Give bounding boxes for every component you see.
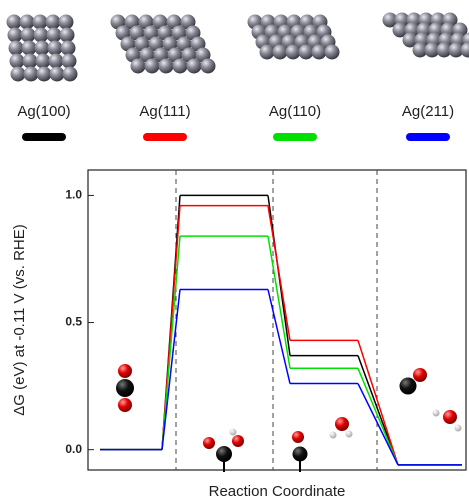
legend-swatch [143, 133, 187, 141]
atom [21, 40, 37, 56]
atom [47, 40, 63, 56]
atom [259, 44, 275, 60]
carbon [216, 446, 232, 462]
carbon [399, 377, 417, 395]
y-tick-label: 0.0 [65, 442, 82, 456]
oxygen [292, 431, 304, 443]
atom [158, 58, 174, 74]
y-axis-title: ΔG (eV) at -0.11 V (vs. RHE) [11, 224, 28, 415]
oxygen [413, 368, 427, 382]
surface-models [6, 12, 469, 82]
atom [34, 40, 50, 56]
atom [272, 44, 288, 60]
atom [48, 53, 64, 69]
atom [130, 58, 146, 74]
connector [357, 340, 399, 466]
legend-swatch [406, 133, 450, 141]
legend-swatch [22, 133, 66, 141]
atom [298, 44, 314, 60]
atom [35, 53, 51, 69]
plot-frame [87, 169, 467, 471]
atom [33, 27, 49, 43]
connector [267, 205, 291, 341]
atom [311, 44, 327, 60]
legend-label: Ag(211) [402, 103, 454, 120]
hydrogen [454, 424, 462, 432]
oxygen [232, 435, 244, 447]
atom [172, 58, 188, 74]
atom [186, 58, 202, 74]
atom [22, 53, 38, 69]
atom [62, 66, 78, 82]
atom [6, 14, 22, 30]
atom [144, 58, 160, 74]
atom [9, 53, 25, 69]
atom [23, 66, 39, 82]
oxygen [118, 364, 132, 378]
atom [59, 27, 75, 43]
legend-label: Ag(111) [139, 103, 190, 120]
oxygen [118, 398, 132, 412]
hydrogen [345, 430, 353, 438]
hydrogen [229, 428, 237, 436]
legend-swatch [273, 133, 317, 141]
connector [357, 368, 399, 466]
atom [460, 42, 469, 58]
connector [161, 236, 181, 450]
atom [200, 58, 216, 74]
y-tick-label: 0.5 [65, 315, 82, 329]
legend-label: Ag(110) [269, 103, 321, 120]
connector [357, 383, 399, 466]
oxygen [335, 417, 349, 431]
atom [324, 44, 340, 60]
x-axis-title: Reaction Coordinate [209, 483, 346, 500]
oxygen [203, 437, 215, 449]
connector [357, 355, 399, 466]
atom [58, 14, 74, 30]
atom [285, 44, 301, 60]
atom [36, 66, 52, 82]
atom [402, 32, 418, 48]
atom [448, 42, 464, 58]
atom [45, 14, 61, 30]
dividers [175, 170, 378, 470]
atom [382, 12, 398, 28]
carbon [116, 379, 134, 397]
atom [436, 42, 452, 58]
atom [49, 66, 65, 82]
atom [20, 27, 36, 43]
carbon [292, 446, 308, 462]
connector [267, 289, 291, 384]
atom [46, 27, 62, 43]
atom [7, 27, 23, 43]
atom [19, 14, 35, 30]
atom [8, 40, 24, 56]
hydrogen [432, 409, 440, 417]
atom [60, 40, 76, 56]
connector [161, 289, 181, 450]
atom [10, 66, 26, 82]
atom [61, 53, 77, 69]
atom [424, 42, 440, 58]
atom [32, 14, 48, 30]
oxygen [443, 410, 457, 424]
molecules [116, 364, 462, 472]
y-tick-label: 1.0 [65, 188, 82, 202]
connector [267, 235, 291, 369]
atom [392, 22, 408, 38]
legend-label: Ag(100) [17, 103, 70, 120]
atom [412, 42, 428, 58]
hydrogen [329, 431, 337, 439]
